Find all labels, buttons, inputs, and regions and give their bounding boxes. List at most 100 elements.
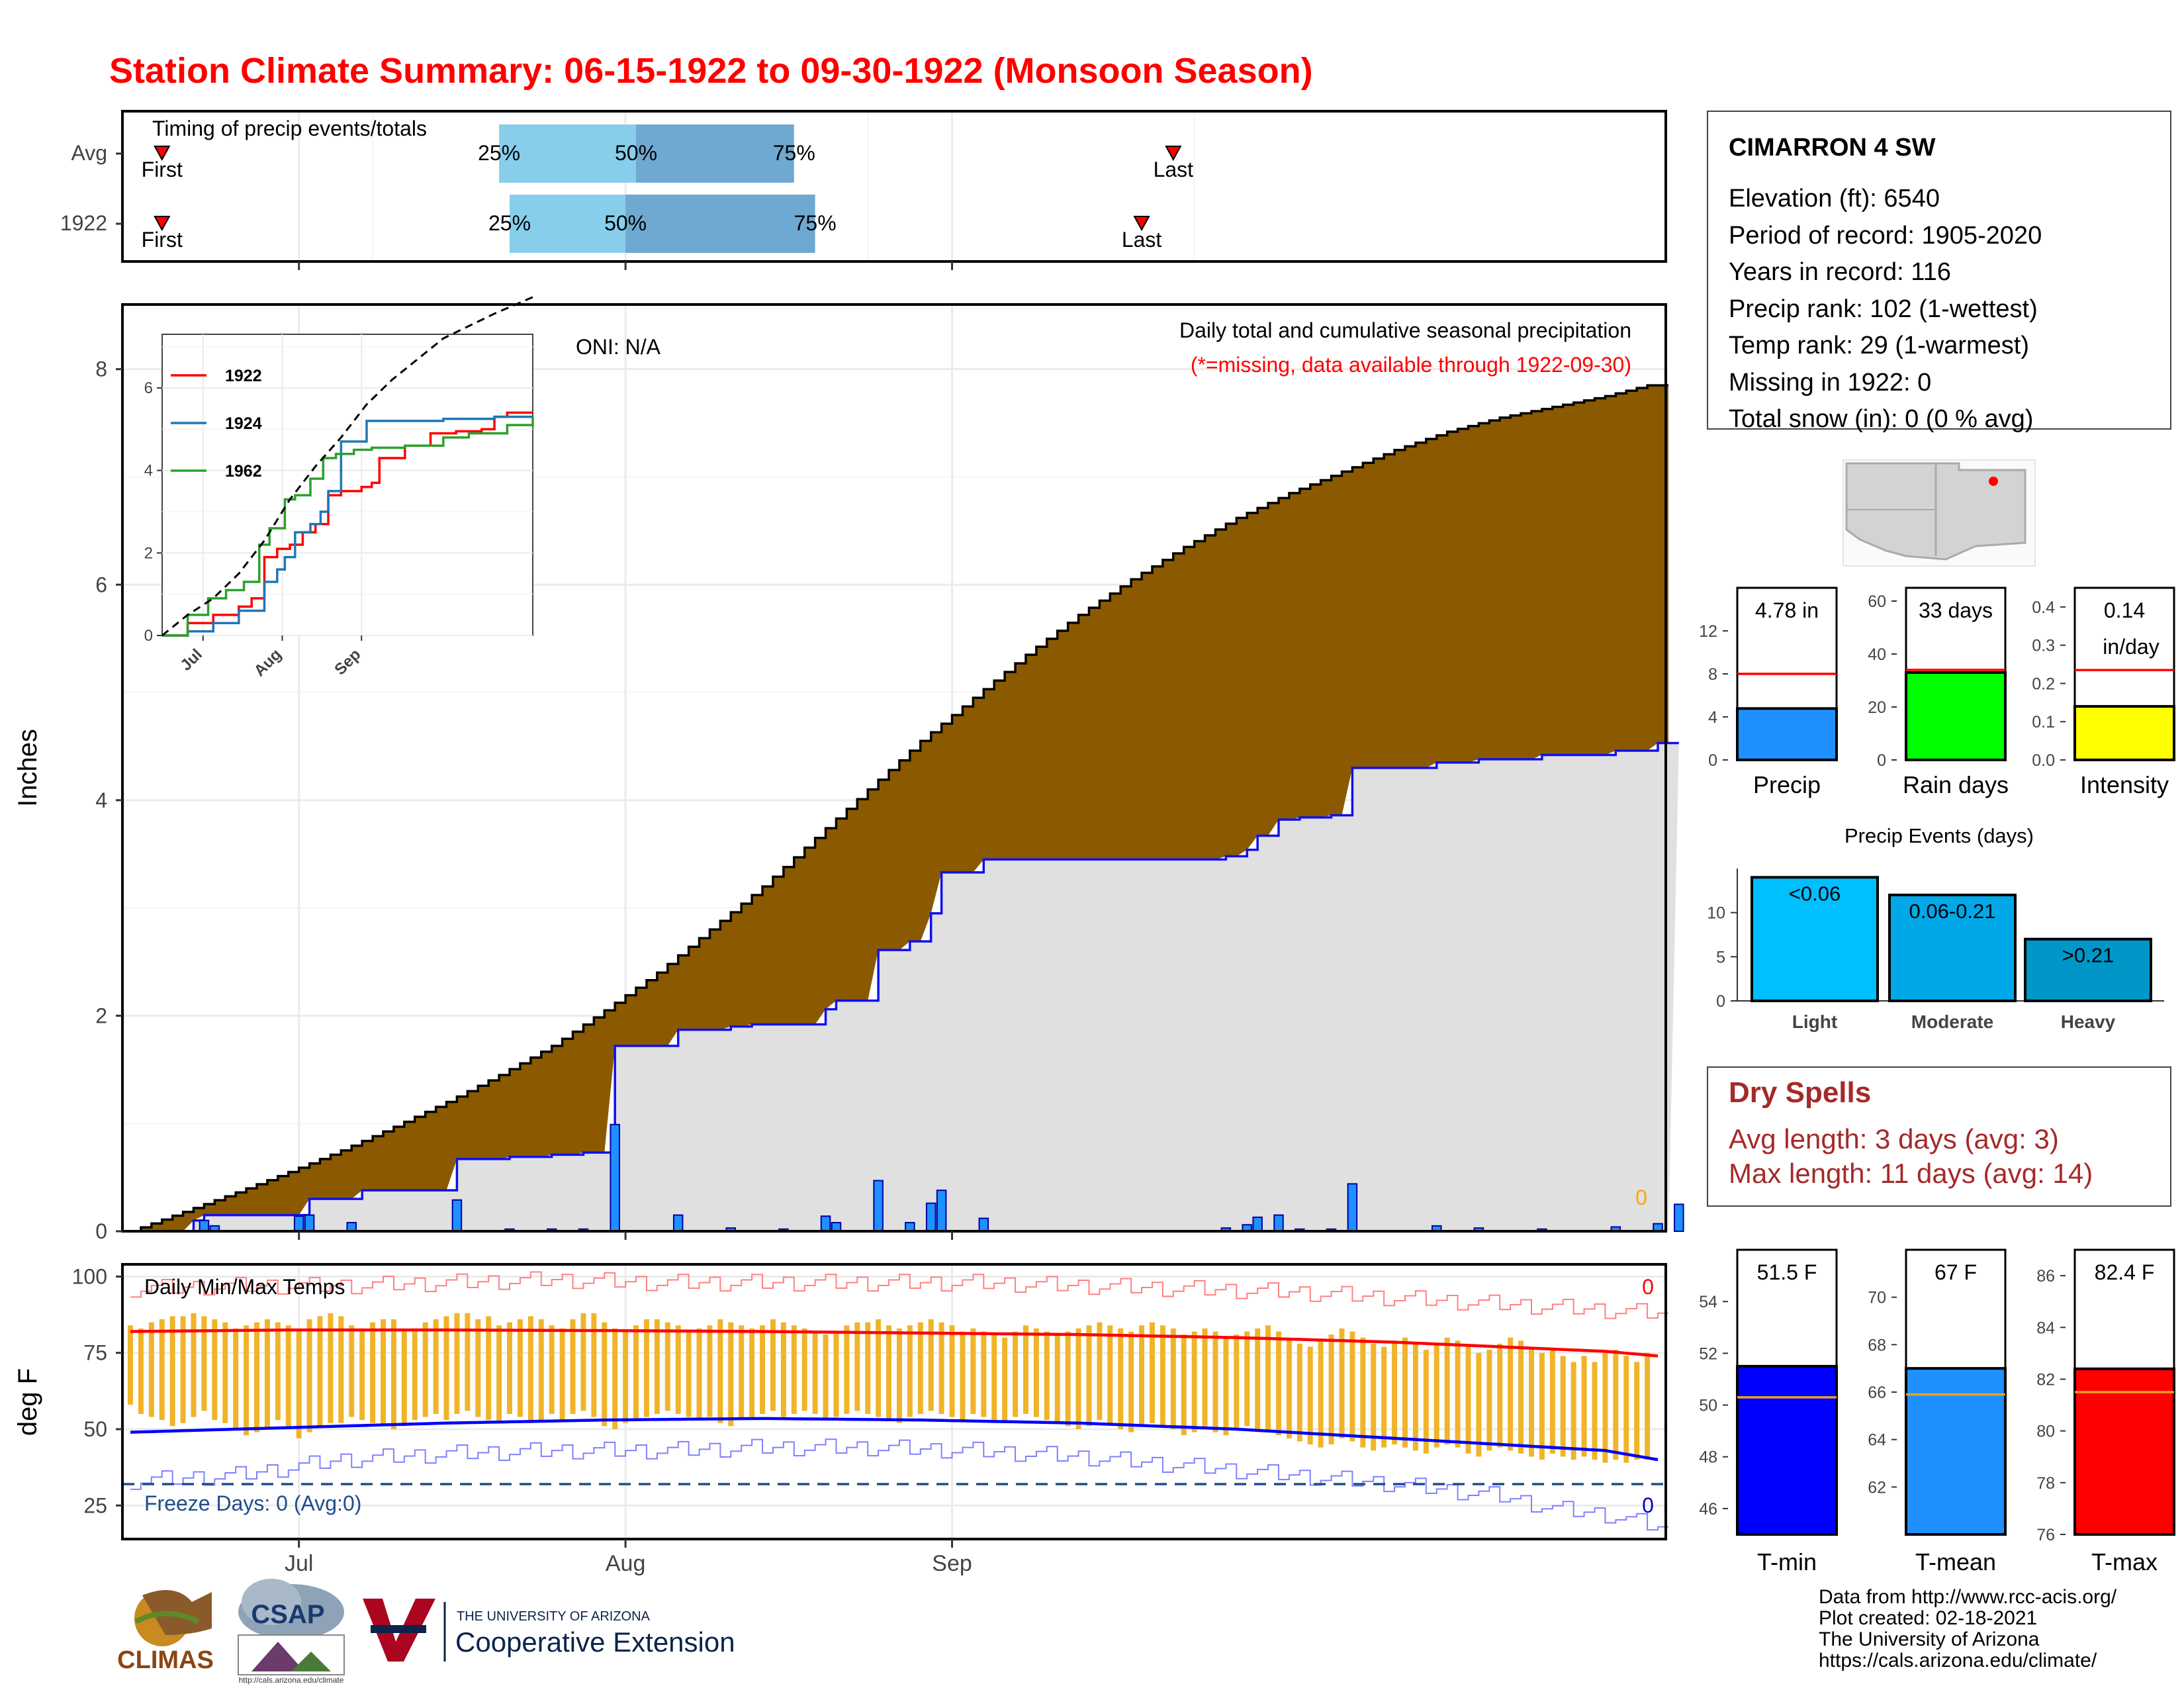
daily-precip-bar — [820, 1215, 831, 1233]
ua-logo: THE UNIVERSITY OF ARIZONA Cooperative Ex… — [363, 1599, 735, 1662]
daily-temp-bar — [1623, 1356, 1629, 1463]
daily-temp-bar — [1097, 1322, 1103, 1421]
daily-temp-bar — [675, 1325, 681, 1414]
daily-temp-bar — [338, 1316, 344, 1423]
daily-temp-bar — [527, 1316, 533, 1423]
daily-precip-bar — [1273, 1214, 1284, 1233]
daily-temp-bar — [928, 1319, 934, 1411]
avg-cumulative-line — [130, 384, 1668, 1233]
daily-temp-bar — [1191, 1331, 1197, 1432]
stat-value-bar — [2073, 705, 2175, 761]
daily-temp-bar — [1149, 1322, 1155, 1423]
daily-temp-bar — [1181, 1335, 1187, 1436]
daily-temp-bar — [1549, 1350, 1555, 1454]
precip-ytick-label: 2 — [95, 1004, 107, 1027]
daily-temp-bar — [664, 1322, 670, 1411]
stat-ytick-label: 0 — [1708, 751, 1717, 770]
daily-temp-bar — [1645, 1352, 1651, 1460]
daily-temp-bar — [1244, 1331, 1250, 1427]
events-title: Precip Events (days) — [1844, 824, 2034, 847]
daily-temp-bar — [1592, 1362, 1598, 1460]
daily-temp-bar — [1518, 1340, 1524, 1454]
stat-title: T-mean — [1915, 1548, 1996, 1575]
dry-spells-box: Dry Spells Avg length: 3 days (avg: 3) M… — [1707, 1066, 2171, 1207]
cumulative-1922-line — [130, 741, 1679, 1233]
daily-temp-bar — [496, 1325, 502, 1423]
daily-temp-bar — [1455, 1340, 1461, 1448]
stat-ytick-label: 66 — [1868, 1383, 1886, 1402]
inset-ytick-label: 4 — [144, 462, 153, 480]
climas-logo: CLIMAS — [117, 1590, 214, 1674]
inset-legend-label: 1922 — [225, 367, 262, 385]
daily-temp-bar — [1423, 1350, 1429, 1454]
events-ytick-label: 0 — [1716, 992, 1725, 1011]
freeze-days-label: Freeze Days: 0 (Avg:0) — [144, 1491, 361, 1515]
inset-series-line — [162, 416, 534, 637]
events-category-label: Moderate — [1911, 1011, 1993, 1032]
month-tick-label: Jul — [285, 1551, 313, 1576]
daily-temp-bar — [349, 1325, 355, 1417]
freeze-days-count: 0 — [1642, 1493, 1654, 1517]
timing-band-50-75 — [625, 195, 815, 253]
dry-spells-max: Max length: 11 days (avg: 14) — [1729, 1158, 2093, 1189]
daily-precip-bar — [1252, 1216, 1263, 1232]
daily-temp-bar — [1139, 1325, 1145, 1427]
daily-temp-bar — [907, 1325, 913, 1417]
daily-temp-bar — [623, 1331, 629, 1423]
inset-ytick-label: 2 — [144, 544, 153, 562]
daily-temp-bar — [1002, 1337, 1008, 1423]
figure-title: Station Climate Summary: 06-15-1922 to 0… — [109, 51, 1313, 91]
daily-temp-bar — [760, 1325, 766, 1414]
events-bar-label: >0.21 — [2062, 944, 2114, 967]
daily-temp-bar — [296, 1331, 302, 1438]
daily-temp-bar — [328, 1313, 334, 1423]
daily-precip-bar — [1347, 1183, 1358, 1232]
daily-temp-bar — [159, 1319, 165, 1421]
daily-temp-bar — [1486, 1350, 1492, 1451]
daily-temp-bar — [317, 1316, 323, 1427]
daily-temp-bar — [191, 1313, 197, 1417]
cumulative-surplus-area — [130, 385, 1668, 1231]
temp-ylabel: deg F — [13, 1368, 42, 1436]
daily-temp-bar — [1529, 1346, 1534, 1457]
daily-temp-bar — [844, 1325, 850, 1414]
daily-temp-bar — [370, 1322, 376, 1423]
daily-temp-bar — [454, 1313, 460, 1414]
daily-temp-bar — [1381, 1346, 1387, 1448]
stat-value-label: 33 days — [1919, 598, 1993, 622]
daily-temp-bar — [896, 1328, 902, 1423]
locator-map — [1843, 459, 2036, 567]
footer-line: Plot created: 02-18-2021 — [1819, 1607, 2037, 1629]
hot-days-count: 0 — [1642, 1275, 1654, 1299]
daily-temp-bar — [138, 1328, 144, 1414]
stat-value-label: 0.14 — [2104, 598, 2145, 622]
stat-ytick-label: 0.0 — [2032, 751, 2055, 770]
daily-temp-bar — [1202, 1328, 1208, 1429]
stat-ytick-label: 0 — [1877, 751, 1886, 770]
daily-temp-bar — [169, 1316, 175, 1427]
daily-temp-bar — [1086, 1325, 1092, 1427]
daily-temp-bar — [148, 1322, 154, 1417]
daily-temp-bar — [1613, 1350, 1619, 1460]
daily-temp-bar — [1276, 1331, 1281, 1436]
daily-temp-bar — [960, 1331, 966, 1421]
daily-temp-bar — [949, 1325, 955, 1417]
last-event-marker — [1133, 216, 1150, 232]
daily-temp-bar — [1044, 1331, 1050, 1421]
stat-ytick-label: 52 — [1699, 1344, 1717, 1363]
inset-series-line — [162, 415, 533, 637]
station-line: Period of record: 1905-2020 — [1729, 222, 2042, 250]
station-line: Total snow (in): 0 (0 % avg) — [1729, 405, 2033, 433]
daily-temp-bar — [1508, 1337, 1514, 1451]
stat-ytick-label: 50 — [1699, 1397, 1717, 1415]
daily-temp-bar — [275, 1322, 281, 1421]
daily-temp-bar — [643, 1319, 649, 1417]
daily-temp-bar — [1412, 1343, 1418, 1451]
ua-logo-small: THE UNIVERSITY OF ARIZONA — [457, 1609, 651, 1624]
daily-temp-bar — [1265, 1325, 1271, 1432]
climas-logo-text: CLIMAS — [117, 1646, 214, 1674]
stat-ytick-label: 54 — [1699, 1293, 1717, 1311]
stat-value-bar — [2073, 1367, 2175, 1536]
daily-temp-bar — [212, 1319, 218, 1421]
